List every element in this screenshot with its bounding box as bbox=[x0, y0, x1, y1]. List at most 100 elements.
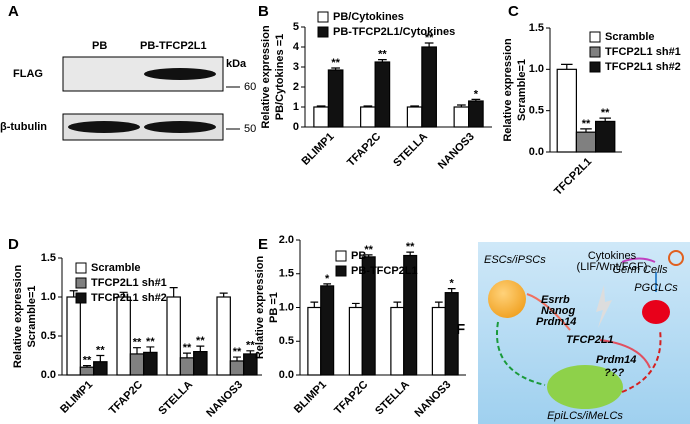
legend-label: TFCP2L1 sh#1 bbox=[91, 277, 167, 289]
significance-label: ** bbox=[196, 335, 205, 347]
target-label: Prdm14 bbox=[536, 316, 576, 328]
bar bbox=[193, 351, 208, 376]
significance-label: ** bbox=[364, 244, 373, 256]
node-label: Germ Cells bbox=[612, 264, 668, 276]
legend-swatch bbox=[589, 61, 601, 73]
unknown-label: Prdm14 bbox=[596, 354, 636, 366]
y-tick-label: 2.0 bbox=[279, 234, 294, 246]
y-tick-label: 1.5 bbox=[279, 268, 294, 280]
row-label: FLAG bbox=[13, 68, 43, 80]
legend-label: TFCP2L1 sh#1 bbox=[605, 46, 681, 58]
significance-label: ** bbox=[133, 337, 142, 349]
node-label: EpiLCs/iMeLCs bbox=[547, 410, 623, 422]
significance-label: ** bbox=[378, 49, 387, 61]
legend-label: TFCP2L1 sh#2 bbox=[605, 61, 681, 73]
cytokine-label: Cytokines bbox=[588, 250, 637, 262]
bar bbox=[229, 360, 245, 376]
error-bar bbox=[316, 105, 326, 107]
y-tick-label: 5 bbox=[293, 21, 299, 33]
legend-swatch bbox=[317, 26, 329, 38]
legend-swatch bbox=[589, 46, 601, 58]
error-bar bbox=[378, 59, 387, 62]
bar bbox=[421, 46, 437, 128]
y-tick-label: 0.5 bbox=[529, 105, 544, 117]
bar bbox=[390, 306, 405, 376]
error-bar bbox=[196, 345, 205, 352]
bar bbox=[468, 100, 484, 128]
epilc-cell bbox=[547, 365, 623, 409]
band bbox=[144, 121, 216, 133]
legend-label: TFCP2L1 sh#2 bbox=[91, 292, 167, 304]
significance-label: ** bbox=[183, 342, 192, 354]
germ-cell bbox=[621, 257, 656, 263]
y-tick-label: 0 bbox=[293, 121, 299, 133]
significance-label: ** bbox=[582, 118, 591, 130]
x-tick-label: NANOS3 bbox=[436, 131, 477, 172]
bar bbox=[594, 120, 616, 153]
y-axis-label: Scramble=1 bbox=[516, 59, 528, 121]
significance-label: * bbox=[474, 88, 479, 100]
marker-label: 50 bbox=[244, 123, 256, 135]
legend-swatch bbox=[75, 292, 87, 304]
y-tick-label: 0.5 bbox=[279, 335, 294, 347]
legend-label: PB/Cytokines bbox=[333, 11, 404, 23]
significance-label: * bbox=[450, 278, 455, 290]
lane-label: PB-TFCP2L1 bbox=[140, 40, 207, 52]
significance-label: ** bbox=[425, 32, 434, 44]
x-tick-label: TFAP2C bbox=[345, 131, 383, 169]
unknown-label: ??? bbox=[604, 367, 624, 379]
x-tick-label: TFCP2L1 bbox=[552, 156, 594, 198]
significance-label: ** bbox=[96, 344, 105, 356]
bar bbox=[327, 69, 344, 128]
y-axis-label: Relative expression bbox=[260, 25, 272, 129]
cytokine-label: (LIF/Wnt/FGF) bbox=[577, 261, 648, 273]
y-tick-label: 0.0 bbox=[529, 146, 544, 158]
error-bar bbox=[599, 117, 611, 122]
esc-cell bbox=[488, 280, 526, 318]
factor-label: TFCP2L1 bbox=[566, 334, 614, 346]
error-bar bbox=[69, 290, 78, 297]
error-bar bbox=[246, 350, 255, 354]
error-bar bbox=[471, 98, 481, 101]
band bbox=[144, 68, 216, 80]
y-tick-label: 1.0 bbox=[279, 301, 294, 313]
pgclc-cell bbox=[642, 300, 670, 324]
significance-label: ** bbox=[146, 336, 155, 348]
bar bbox=[556, 68, 578, 153]
arrow bbox=[621, 329, 662, 393]
panel-label: D bbox=[8, 236, 19, 253]
error-bar bbox=[580, 128, 592, 133]
marker-label: 60 bbox=[244, 81, 256, 93]
y-tick-label: 0.5 bbox=[41, 330, 56, 342]
y-tick-label: 2 bbox=[293, 81, 299, 93]
legend-label: PB-TFCP2L1 bbox=[351, 265, 418, 277]
x-tick-label: TFAP2C bbox=[107, 379, 145, 417]
arrow bbox=[526, 293, 571, 331]
y-tick-label: 0.0 bbox=[279, 369, 294, 381]
x-tick-label: BLIMP1 bbox=[300, 131, 337, 168]
significance-label: ** bbox=[331, 57, 340, 69]
x-tick-label: NANOS3 bbox=[204, 379, 245, 420]
panel-label: E bbox=[258, 236, 268, 253]
x-tick-label: STELLA bbox=[391, 131, 430, 170]
error-bar bbox=[363, 105, 373, 107]
legend-swatch bbox=[335, 250, 347, 262]
y-axis-label: Relative expression bbox=[12, 265, 24, 369]
legend-swatch bbox=[75, 277, 87, 289]
bar bbox=[348, 306, 363, 376]
error-bar bbox=[96, 354, 105, 362]
bar bbox=[307, 306, 322, 376]
significance-label: ** bbox=[233, 346, 242, 358]
lane-label: PB bbox=[92, 40, 107, 52]
target-label: Nanog bbox=[541, 305, 576, 317]
bar bbox=[431, 306, 446, 376]
bar bbox=[374, 61, 391, 128]
x-tick-label: STELLA bbox=[373, 379, 412, 418]
error-bar bbox=[434, 301, 443, 308]
significance-label: ** bbox=[601, 107, 610, 119]
y-tick-label: 1.0 bbox=[529, 63, 544, 75]
legend-swatch bbox=[589, 31, 601, 43]
error-bar bbox=[393, 301, 402, 308]
error-bar bbox=[310, 301, 319, 308]
